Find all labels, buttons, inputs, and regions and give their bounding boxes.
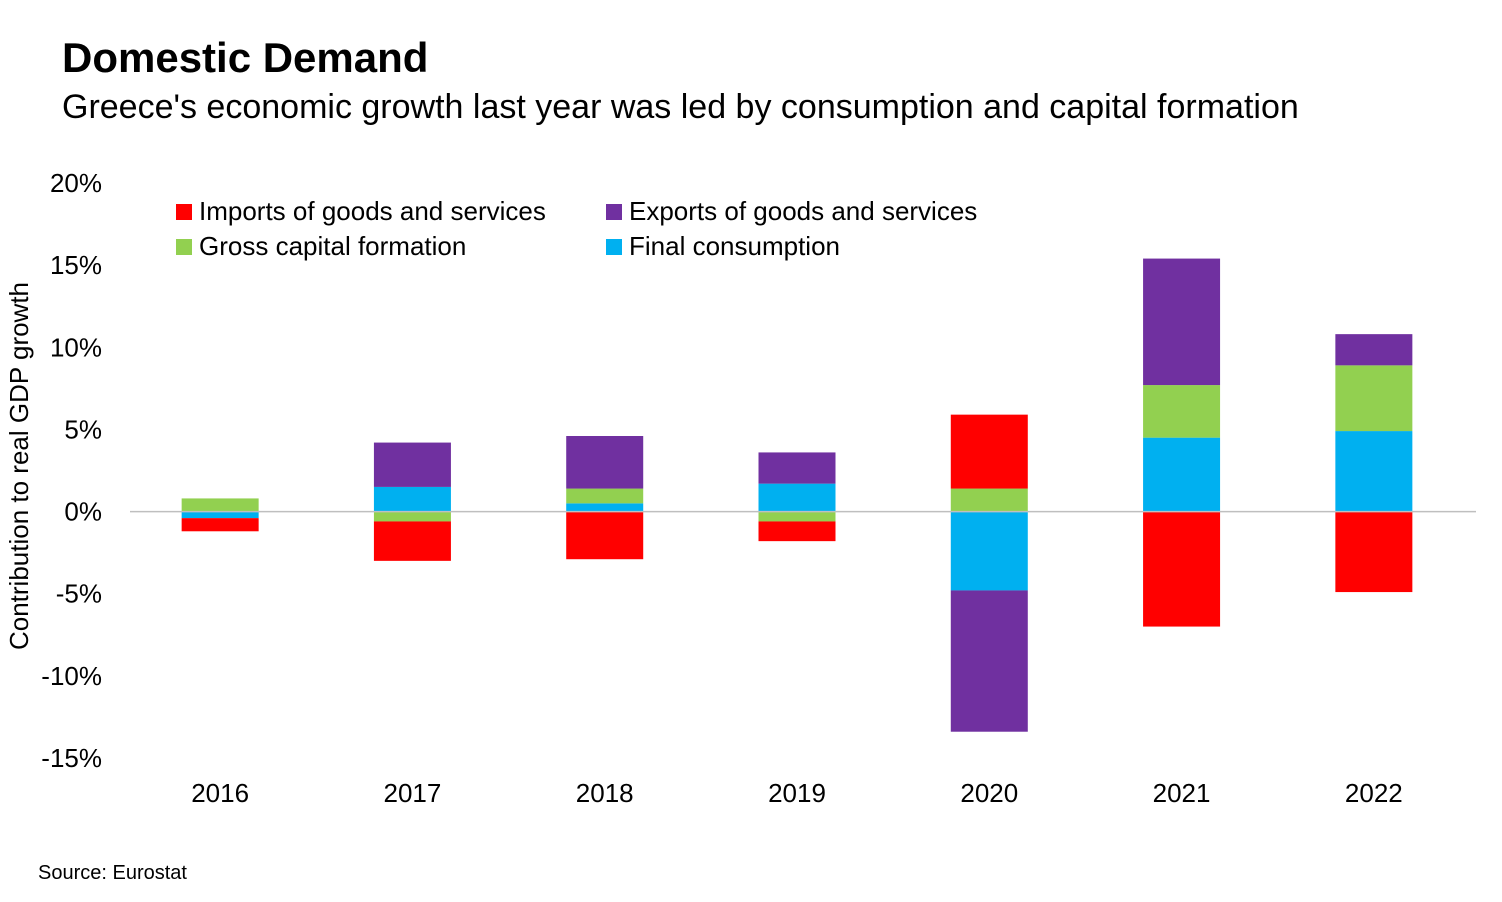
bar-segment — [1335, 511, 1413, 593]
bar-segment — [950, 511, 1028, 591]
bar-segment — [950, 590, 1028, 732]
bar-segment — [181, 498, 259, 512]
legend-label-imports: Imports of goods and services — [199, 196, 546, 226]
legend-swatch-imports — [176, 203, 192, 220]
x-tick-label: 2018 — [576, 778, 634, 808]
legend-swatch-exports — [606, 203, 622, 220]
x-tick-label: 2020 — [960, 778, 1018, 808]
bar-segment — [758, 452, 836, 484]
legend-item-exports: Exports of goods and services — [606, 196, 977, 227]
bar-segment — [1335, 334, 1413, 366]
bar-segment — [566, 503, 644, 512]
bar-segment — [566, 436, 644, 489]
bar-segment — [566, 488, 644, 504]
y-tick-label: 0% — [64, 497, 102, 527]
bar-segment — [566, 511, 644, 560]
bar-segment — [950, 488, 1028, 512]
y-tick-label: -15% — [41, 743, 102, 773]
bar-segment — [373, 442, 451, 487]
x-tick-label: 2016 — [191, 778, 249, 808]
chart-title: Domestic Demand — [62, 34, 429, 81]
x-axis-ticks: 2016 2017 2018 2019 2020 2021 2022 — [191, 778, 1403, 808]
y-tick-label: 20% — [50, 168, 102, 198]
x-tick-label: 2019 — [768, 778, 826, 808]
x-tick-label: 2021 — [1153, 778, 1211, 808]
legend-item-consumption: Final consumption — [606, 231, 840, 262]
bar-segment — [758, 521, 836, 542]
legend-item-imports: Imports of goods and services — [176, 196, 546, 227]
y-axis-label: Contribution to real GDP growth — [4, 282, 34, 650]
chart-subtitle: Greece's economic growth last year was l… — [62, 88, 1299, 126]
bar-segment — [373, 486, 451, 512]
bar-segment — [181, 511, 259, 519]
x-tick-label: 2022 — [1345, 778, 1403, 808]
y-tick-label: 15% — [50, 250, 102, 280]
x-tick-label: 2017 — [384, 778, 442, 808]
legend-label-consumption: Final consumption — [629, 231, 840, 261]
bar-segment — [1143, 385, 1221, 438]
y-axis-ticks: 20% 15% 10% 5% 0% -5% -10% -15% — [41, 168, 102, 773]
y-tick-label: 5% — [64, 414, 102, 444]
bar-segment — [758, 511, 836, 522]
y-tick-label: -5% — [56, 579, 102, 609]
y-tick-label: -10% — [41, 661, 102, 691]
source-note: Source: Eurostat — [38, 862, 187, 884]
bar-segment — [950, 414, 1028, 489]
bar-segment — [1143, 437, 1221, 512]
legend-item-capital: Gross capital formation — [176, 231, 466, 262]
bar-segment — [181, 518, 259, 532]
bar-segment — [1335, 431, 1413, 512]
bar-segment — [1143, 511, 1221, 627]
bar-segment — [1143, 258, 1221, 386]
legend-swatch-consumption — [606, 238, 622, 255]
legend-swatch-capital — [176, 238, 192, 255]
y-tick-label: 10% — [50, 332, 102, 362]
legend-label-capital: Gross capital formation — [199, 231, 467, 261]
bar-segment — [758, 483, 836, 512]
bar-segment — [373, 511, 451, 522]
bar-segment — [1335, 365, 1413, 432]
bar-segment — [373, 521, 451, 561]
legend-label-exports: Exports of goods and services — [629, 196, 978, 226]
bars-group — [181, 258, 1413, 732]
